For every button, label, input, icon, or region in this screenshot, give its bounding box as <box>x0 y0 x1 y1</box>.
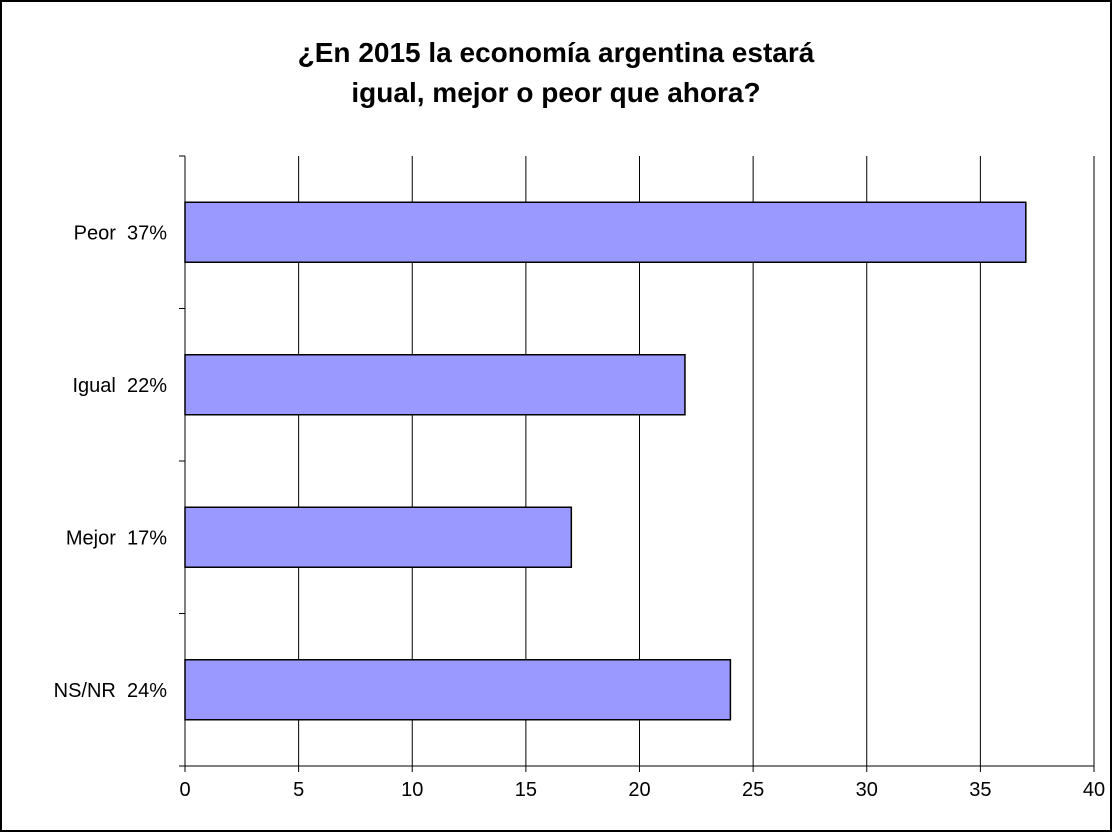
x-tick-label-10: 10 <box>401 779 423 801</box>
x-tick-label-20: 20 <box>628 779 650 801</box>
x-tick-label-5: 5 <box>293 779 304 801</box>
bar-0 <box>184 201 1027 263</box>
x-tick-label-25: 25 <box>742 779 764 801</box>
category-label-3: NS/NR 24% <box>54 680 168 702</box>
category-label-2: Mejor 17% <box>66 527 167 549</box>
x-tick-label-30: 30 <box>856 779 878 801</box>
x-tick-label-35: 35 <box>969 779 991 801</box>
x-tick-label-40: 40 <box>1083 779 1105 801</box>
category-label-1: Igual 22% <box>72 375 167 397</box>
bars <box>184 201 1027 721</box>
chart-title: ¿En 2015 la economía argentina estará ig… <box>297 37 815 108</box>
x-tick-label-15: 15 <box>515 779 537 801</box>
x-tick-label-0: 0 <box>179 779 190 801</box>
tick-labels: 0 5 10 15 20 25 30 35 40 Peor 37% Igual 22% Mejor 1… <box>54 222 1106 801</box>
category-label-0: Peor 37% <box>74 222 168 244</box>
bar-3 <box>184 659 732 721</box>
bar-2 <box>184 506 573 568</box>
bar-1 <box>184 354 686 416</box>
